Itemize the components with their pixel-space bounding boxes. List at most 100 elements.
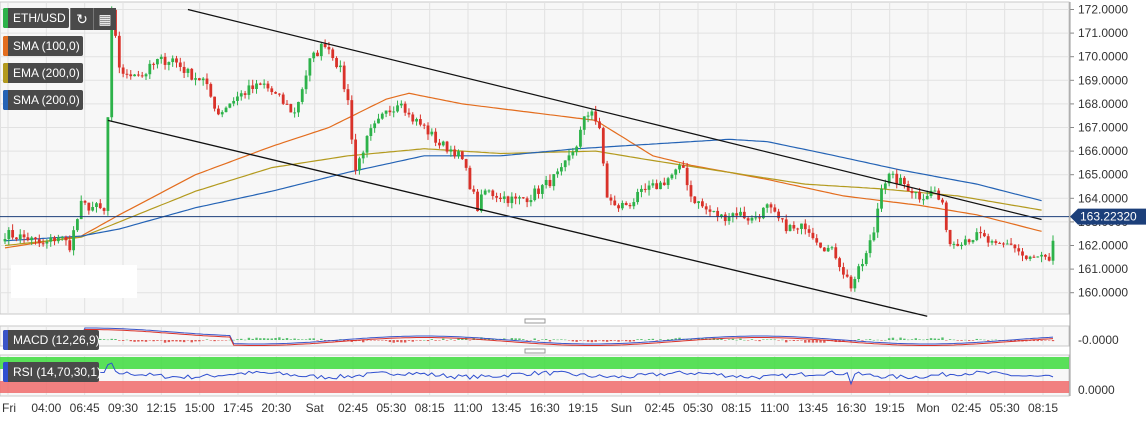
macd-bar (796, 340, 799, 341)
candle (994, 241, 998, 243)
macd-bar (419, 340, 422, 341)
calendar-icon[interactable]: ▦ (93, 8, 116, 30)
macd-bar (979, 339, 982, 341)
sma200-label[interactable]: SMA (200,0) (3, 90, 83, 110)
candle (308, 58, 312, 76)
candle (670, 174, 674, 179)
macd-bar (281, 338, 285, 340)
macd-bar (369, 340, 373, 341)
candle (60, 236, 64, 238)
sma100-label[interactable]: SMA (100,0) (3, 36, 83, 56)
candle (609, 197, 613, 201)
time-tick-label: Sun (611, 401, 632, 415)
time-tick-label: 17:45 (223, 401, 253, 415)
macd-bar (160, 340, 163, 341)
rsi-overbought-zone (0, 357, 1069, 369)
macd-axis-label: -0.0000 (1078, 333, 1119, 347)
candle (133, 74, 136, 77)
macd-bar (891, 337, 895, 340)
candle (487, 190, 491, 192)
candle (327, 47, 331, 50)
candle (449, 149, 453, 152)
price-tick-label: 160.0000 (1078, 286, 1128, 300)
macd-bar (659, 339, 662, 340)
macd-bar (232, 339, 235, 341)
macd-bar (617, 340, 620, 342)
macd-bar (224, 340, 228, 341)
macd-bar (670, 339, 674, 340)
macd-line (4, 327, 1054, 345)
macd-label[interactable]: MACD (12,26,9) (3, 330, 100, 350)
candle (605, 163, 609, 198)
macd-bar (998, 340, 1001, 341)
symbol-label[interactable]: ETH/USD (3, 8, 69, 28)
candle (925, 195, 929, 200)
time-tick-label: 09:30 (108, 401, 138, 415)
macd-bar (316, 340, 319, 341)
rsi-label[interactable]: RSI (14,70,30,1) (3, 362, 101, 382)
macd-bar (346, 340, 350, 341)
candle (895, 173, 899, 185)
candle (1005, 243, 1009, 245)
macd-bar (407, 340, 411, 341)
macd-bar (293, 338, 296, 340)
candle (319, 43, 323, 57)
macd-bar (640, 339, 643, 340)
macd-bar (624, 340, 628, 342)
candle (807, 229, 811, 233)
panel-splitter (524, 318, 546, 324)
candle (232, 100, 236, 104)
macd-bar (1009, 340, 1013, 342)
candle (186, 68, 190, 73)
macd-bar (594, 340, 597, 342)
candle (948, 229, 952, 245)
macd-bar (148, 340, 152, 341)
time-tick-label: 13:45 (798, 401, 828, 415)
candle (430, 131, 434, 135)
candle (697, 201, 700, 204)
macd-bar (1040, 340, 1043, 341)
candle (323, 43, 327, 48)
macd-bar (156, 340, 159, 341)
candle (861, 264, 864, 267)
ema200-label[interactable]: EMA (200,0) (3, 63, 83, 83)
candle (380, 113, 384, 119)
time-tick-label: 19:15 (568, 401, 598, 415)
candle (880, 188, 883, 209)
refresh-icon[interactable]: ↻ (70, 8, 93, 30)
macd-bar (556, 339, 559, 341)
candle (479, 194, 483, 212)
candle (830, 247, 834, 249)
candle (499, 197, 502, 200)
macd-bar (746, 340, 750, 341)
candle (346, 89, 350, 101)
macd-bar (430, 339, 434, 340)
macd-bar (518, 338, 521, 340)
candle (956, 243, 960, 247)
macd-bar (270, 338, 273, 340)
lower-trendline (107, 119, 928, 317)
macd-bar (926, 339, 929, 340)
candle (293, 112, 297, 114)
candle (540, 185, 544, 194)
candle (415, 119, 418, 122)
macd-bar (598, 340, 601, 341)
macd-bar (929, 338, 933, 340)
macd-bar (903, 338, 906, 340)
candle (1021, 251, 1024, 256)
candle (857, 266, 861, 280)
candle (601, 128, 605, 164)
macd-bar (685, 339, 689, 341)
candle (1028, 256, 1032, 259)
candle (95, 203, 98, 208)
candle (613, 200, 617, 206)
macd-bar (205, 339, 209, 340)
candle (693, 196, 697, 204)
candle (197, 78, 201, 81)
candle (91, 207, 95, 211)
candle (590, 111, 594, 116)
candle (106, 117, 110, 211)
macd-bar (548, 340, 552, 342)
candle (899, 177, 902, 185)
